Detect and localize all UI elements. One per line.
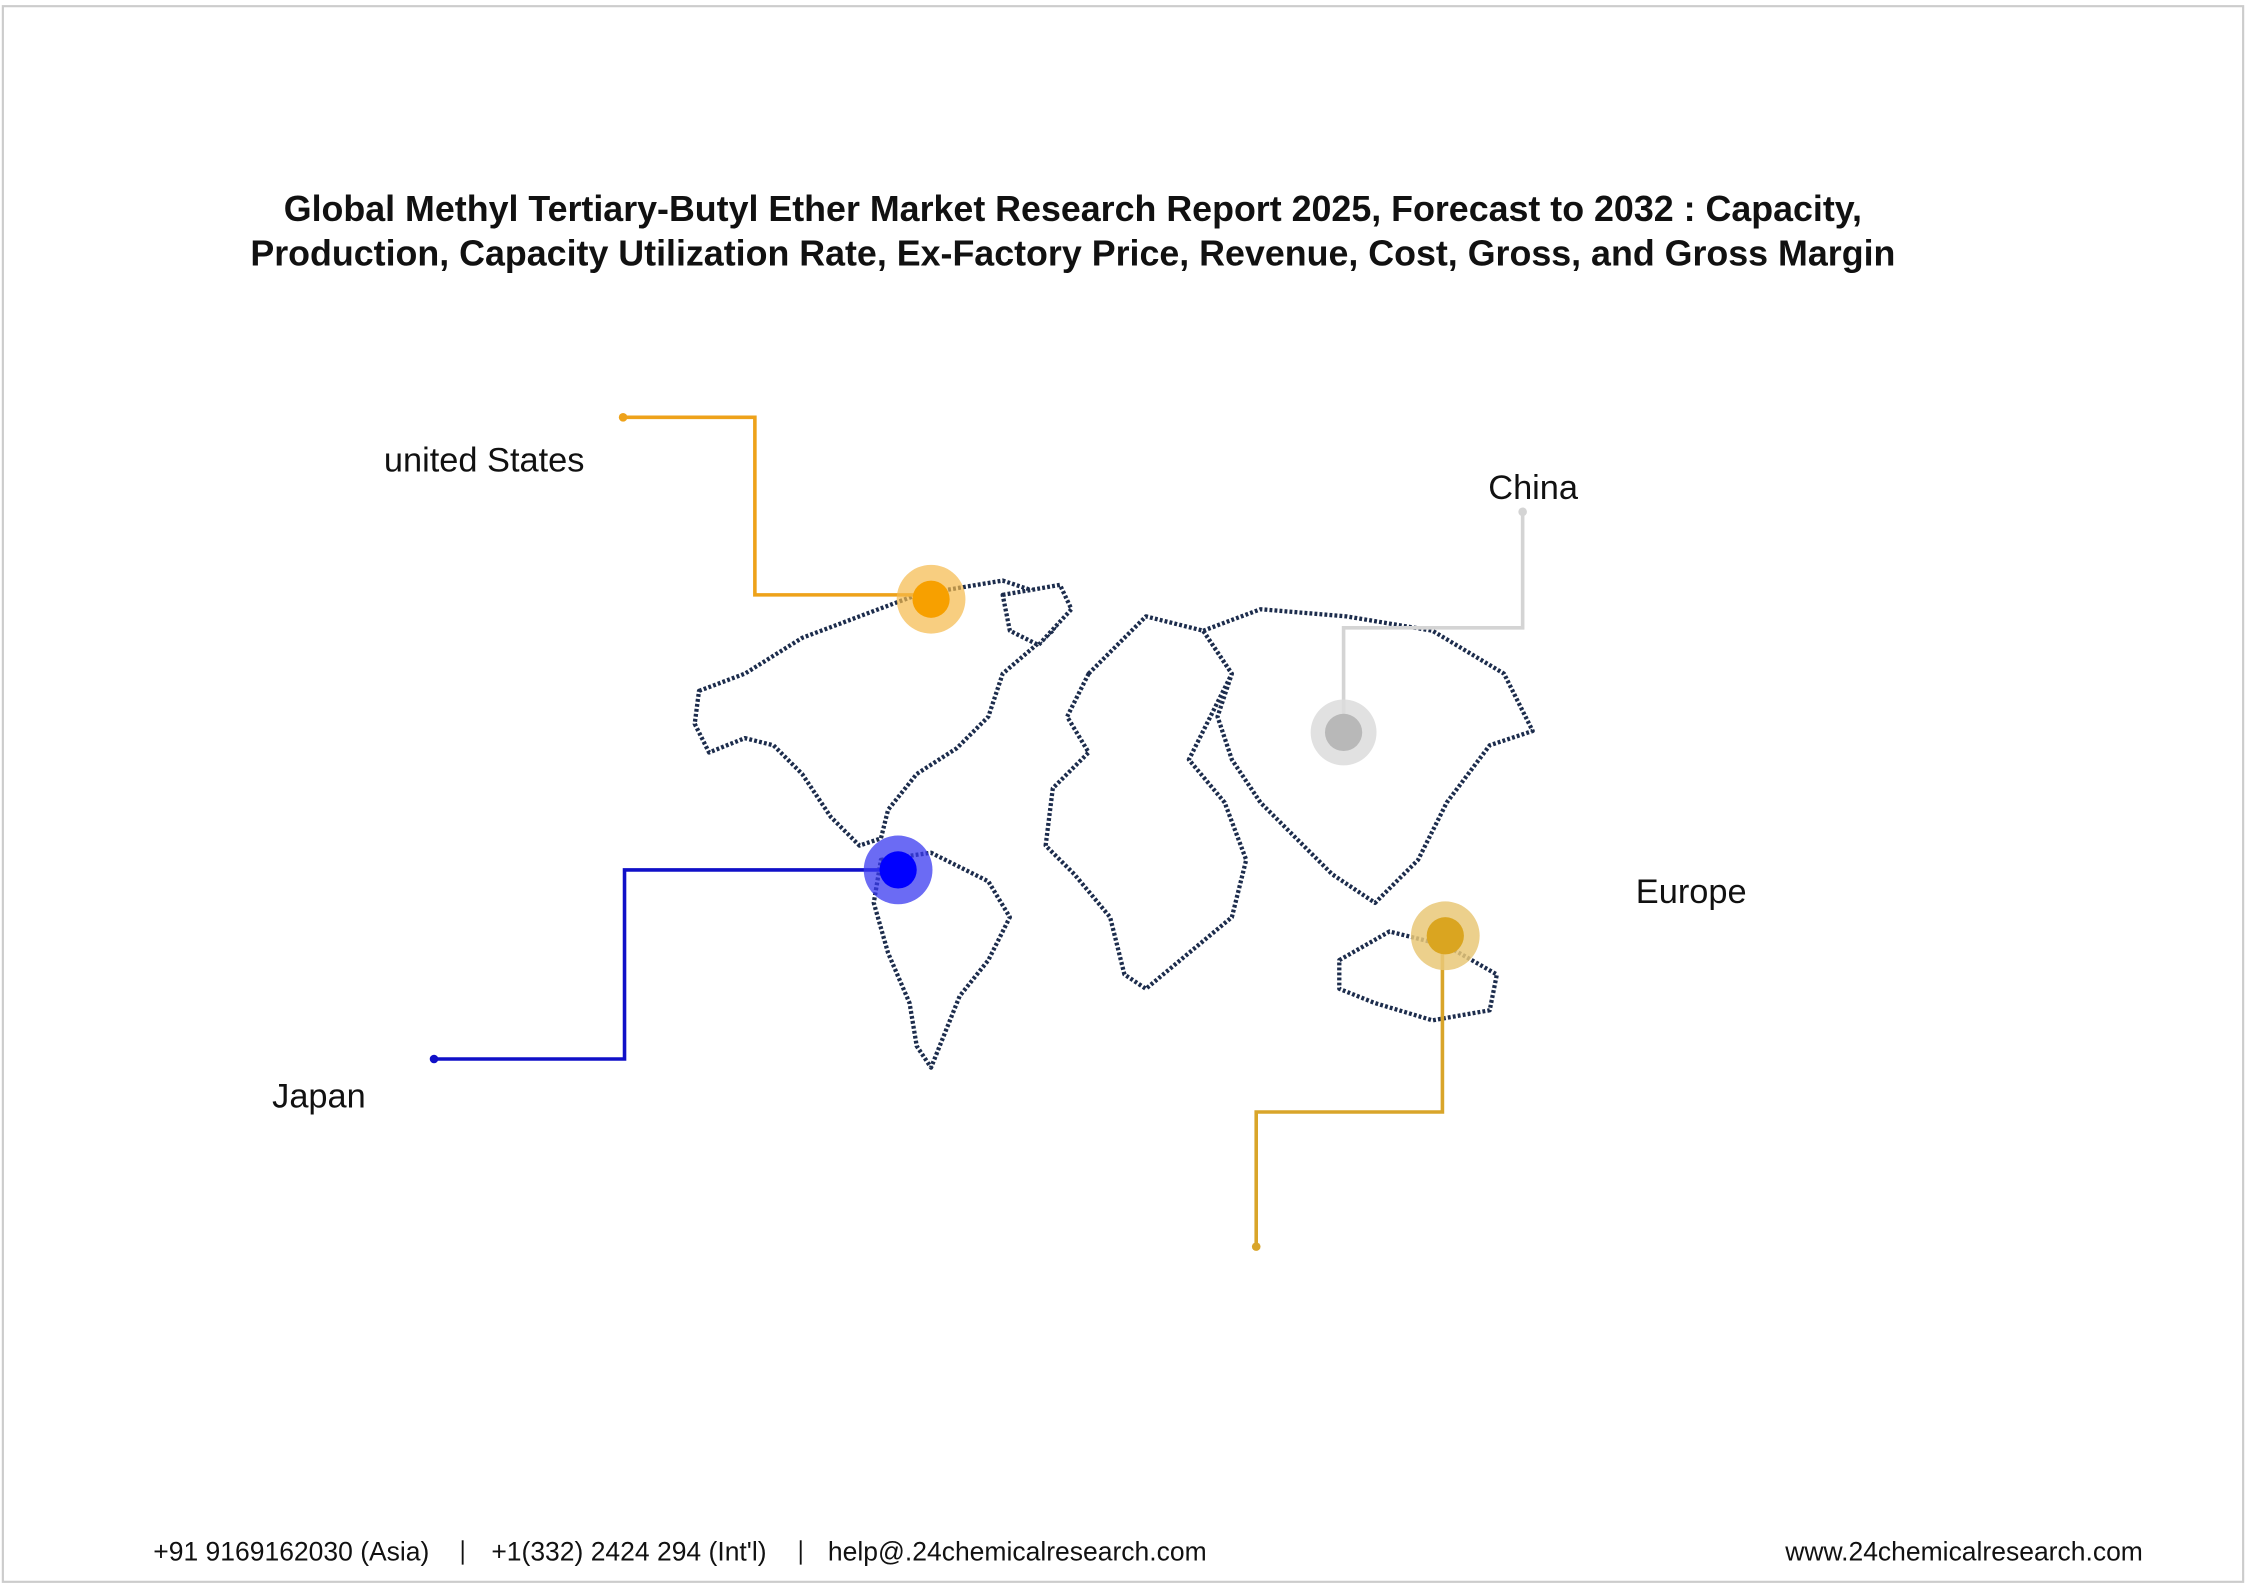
connector bbox=[1341, 511, 1525, 733]
asia bbox=[1201, 607, 1535, 906]
website[interactable]: www.24chemicalresearch.com bbox=[1784, 1536, 2143, 1566]
region-label: China bbox=[1488, 469, 1579, 507]
europe-marker: Europe bbox=[1251, 873, 1747, 1251]
connector-dot bbox=[429, 1054, 439, 1064]
title-line: Production, Capacity Utilization Rate, E… bbox=[250, 233, 1895, 273]
connector bbox=[623, 415, 932, 597]
north-america bbox=[692, 578, 1070, 848]
japan-marker: Japan bbox=[272, 835, 933, 1116]
title-line: Global Methyl Tertiary-Butyl Ether Marke… bbox=[284, 189, 1862, 229]
marker bbox=[879, 851, 917, 889]
marker bbox=[1324, 713, 1363, 752]
connector bbox=[1254, 935, 1445, 1247]
china-marker: China bbox=[1310, 469, 1579, 766]
connector-dot bbox=[1251, 1242, 1261, 1251]
connector-dot bbox=[618, 412, 628, 422]
marker bbox=[912, 580, 950, 618]
us-marker: united States bbox=[384, 412, 966, 634]
region-label: Japan bbox=[272, 1078, 366, 1116]
region-label: Europe bbox=[1636, 873, 1747, 911]
south-america bbox=[871, 850, 1012, 1070]
greenland bbox=[1000, 582, 1074, 648]
contact: +91 9169162030 (Asia) bbox=[153, 1536, 429, 1566]
contact: +1(332) 2424 294 (Int'l) bbox=[491, 1536, 766, 1566]
region-label: united States bbox=[384, 442, 585, 480]
footer: +91 9169162030 (Asia) +1(332) 2424 294 (… bbox=[153, 1536, 2143, 1566]
connector-dot bbox=[1518, 507, 1527, 517]
marker bbox=[1426, 917, 1464, 955]
connector bbox=[434, 868, 899, 1061]
contact[interactable]: help@.24chemicalresearch.com bbox=[828, 1536, 1207, 1566]
